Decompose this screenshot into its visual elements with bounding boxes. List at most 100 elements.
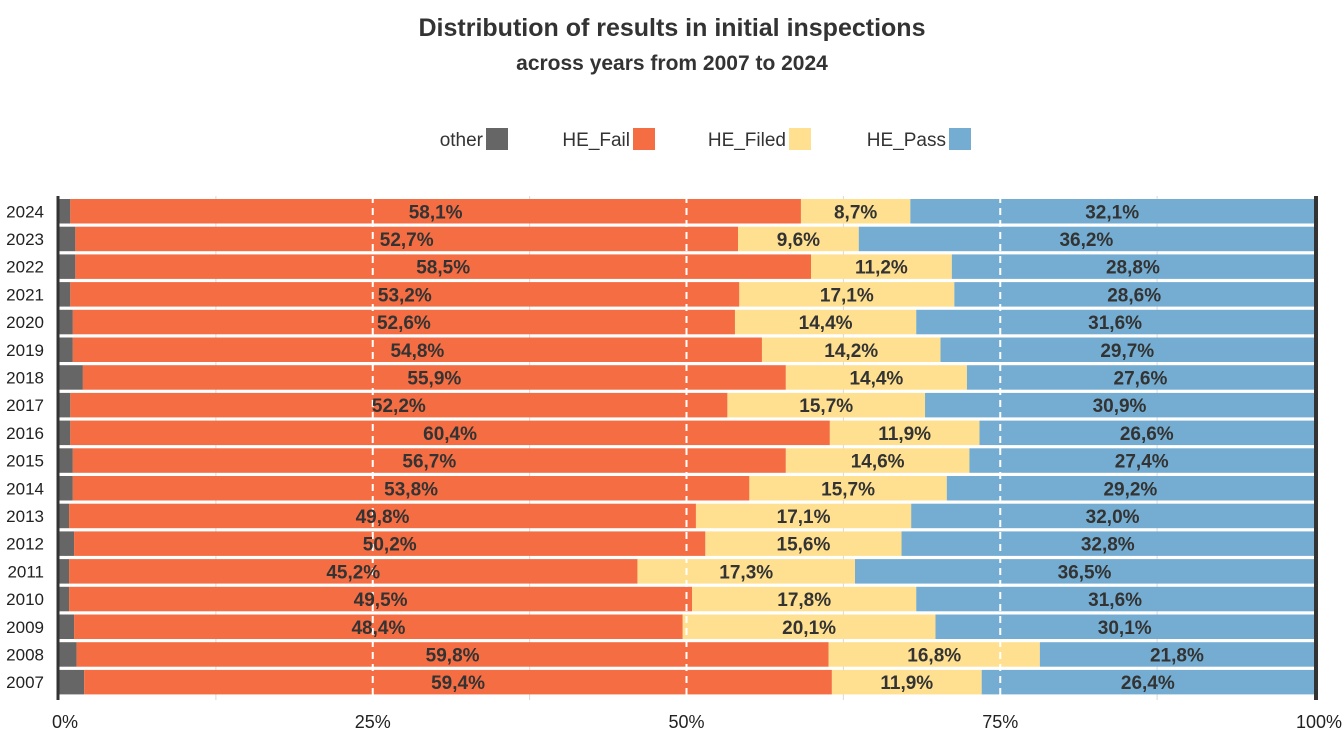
bar-2017-he-pass (925, 392, 1314, 418)
bar-2012-he-filed (705, 531, 902, 556)
bar-2010-he-fail (69, 586, 693, 612)
bar-2021-he-filed (739, 282, 955, 307)
data-label-2021-he-pass: 28,6% (1107, 285, 1161, 306)
bar-2009-other (59, 614, 75, 639)
year-label-2013: 2013 (6, 507, 44, 526)
bar-2016-he-pass (979, 420, 1314, 446)
bar-2015-other (59, 448, 73, 473)
data-label-2014-he-filed: 15,7% (821, 479, 875, 500)
data-label-2021-he-filed: 17,1% (820, 285, 874, 306)
data-label-2019-he-filed: 14,2% (824, 341, 878, 362)
data-label-2018-he-pass: 27,6% (1114, 368, 1168, 389)
legend-label-he-fail: HE_Fail (562, 130, 630, 151)
year-label-2008: 2008 (6, 645, 44, 664)
year-label-2021: 2021 (6, 285, 44, 304)
data-label-2016-he-fail: 60,4% (423, 424, 477, 445)
bar-2024-he-filed (800, 199, 911, 224)
data-label-2009-he-pass: 30,1% (1098, 618, 1152, 639)
bar-2012-he-pass (901, 531, 1314, 556)
bar-2016-he-filed (829, 420, 980, 446)
year-label-2007: 2007 (6, 673, 44, 692)
bar-2020-he-fail (72, 309, 735, 335)
bar-2008-he-fail (76, 642, 829, 667)
bar-2017-he-filed (727, 392, 926, 418)
bars (59, 199, 1314, 695)
year-label-2012: 2012 (6, 535, 44, 554)
x-tick-label: 100% (1296, 712, 1342, 732)
year-label-2023: 2023 (6, 230, 44, 249)
bar-2007-he-fail (84, 669, 832, 695)
x-tick-label: 75% (982, 712, 1018, 732)
bar-2008-other (59, 642, 77, 667)
bar-2019-he-pass (940, 337, 1314, 362)
legend-label-he-pass: HE_Pass (867, 130, 946, 151)
data-label-2020-he-pass: 31,6% (1088, 313, 1142, 334)
legend-label-he-filed: HE_Filed (708, 130, 786, 151)
bar-2012-he-fail (74, 531, 706, 556)
bar-2014-he-filed (749, 476, 947, 501)
bar-2010-other (59, 586, 70, 612)
data-label-2013-he-pass: 32,0% (1086, 507, 1140, 528)
data-label-2022-he-filed: 11,2% (855, 258, 908, 279)
data-label-2013-he-fail: 49,8% (356, 507, 410, 528)
data-label-2019-he-pass: 29,7% (1100, 341, 1154, 362)
data-label-2023-he-fail: 52,7% (380, 230, 434, 251)
data-label-2015-he-pass: 27,4% (1115, 452, 1169, 473)
axes: 2024 2023 2022 2021 2020 2019 2018 2017 2016 2015… (6, 196, 1342, 732)
data-label-2012-he-fail: 50,2% (363, 535, 417, 556)
bar-2019-he-fail (72, 337, 762, 362)
year-label-2024: 2024 (6, 202, 44, 221)
bar-2013-he-fail (69, 503, 696, 529)
data-label-2018-he-fail: 55,9% (407, 368, 461, 389)
x-tick-label: 25% (355, 712, 391, 732)
overlay-gridlines (371, 196, 1002, 700)
data-label-2014-he-fail: 53,8% (384, 479, 438, 500)
bar-2022-he-fail (75, 254, 811, 279)
bar-2015-he-filed (785, 448, 970, 473)
bar-2024-he-fail (70, 199, 801, 224)
data-label-2023-he-filed: 9,6% (777, 230, 820, 251)
data-label-2017-he-filed: 15,7% (799, 396, 853, 417)
bar-2015-he-fail (72, 448, 786, 473)
bar-2021-he-fail (70, 282, 740, 307)
bar-2018-other (59, 365, 83, 390)
data-label-2008-he-filed: 16,8% (907, 645, 961, 666)
bar-2007-he-filed (831, 669, 982, 695)
bar-2023-he-pass (858, 226, 1314, 252)
data-label-2011-he-filed: 17,3% (719, 562, 773, 583)
legend: other HE_Fail HE_Filed HE_Pass (440, 128, 971, 151)
year-label-2011: 2011 (7, 562, 44, 581)
data-label-2024-he-fail: 58,1% (409, 202, 463, 223)
bar-2013-he-filed (695, 503, 912, 529)
x-tick-label: 50% (668, 712, 704, 732)
year-label-2018: 2018 (6, 368, 44, 387)
x-tick-label: 0% (52, 712, 78, 732)
bar-2011-he-fail (69, 559, 638, 584)
bar-2016-he-fail (70, 420, 830, 446)
bar-2014-he-fail (72, 476, 750, 501)
bar-2022-other (59, 254, 76, 279)
bar-2015-he-pass (969, 448, 1314, 473)
bar-2011-other (59, 559, 70, 584)
data-label-2021-he-fail: 53,2% (378, 285, 432, 306)
year-label-2020: 2020 (6, 313, 44, 332)
data-label-2022-he-pass: 28,8% (1106, 258, 1160, 279)
legend-swatch-he-pass (949, 128, 971, 150)
bar-2011-he-pass (855, 559, 1314, 584)
bar-2021-other (59, 282, 71, 307)
bar-2007-other (59, 669, 85, 695)
bar-2013-he-pass (911, 503, 1314, 529)
bar-2023-he-filed (738, 226, 859, 252)
data-label-2012-he-filed: 15,6% (777, 535, 831, 556)
bar-2017-he-fail (70, 392, 728, 418)
legend-swatch-he-fail (633, 128, 655, 150)
bar-2009-he-pass (935, 614, 1314, 639)
year-label-2022: 2022 (6, 258, 44, 277)
bar-2020-he-pass (916, 309, 1314, 335)
data-label-2015-he-filed: 14,6% (851, 452, 905, 473)
data-label-2010-he-pass: 31,6% (1088, 590, 1142, 611)
data-label-2010-he-filed: 17,8% (777, 590, 831, 611)
data-label-2018-he-filed: 14,4% (849, 368, 903, 389)
data-label-2009-he-filed: 20,1% (782, 618, 836, 639)
